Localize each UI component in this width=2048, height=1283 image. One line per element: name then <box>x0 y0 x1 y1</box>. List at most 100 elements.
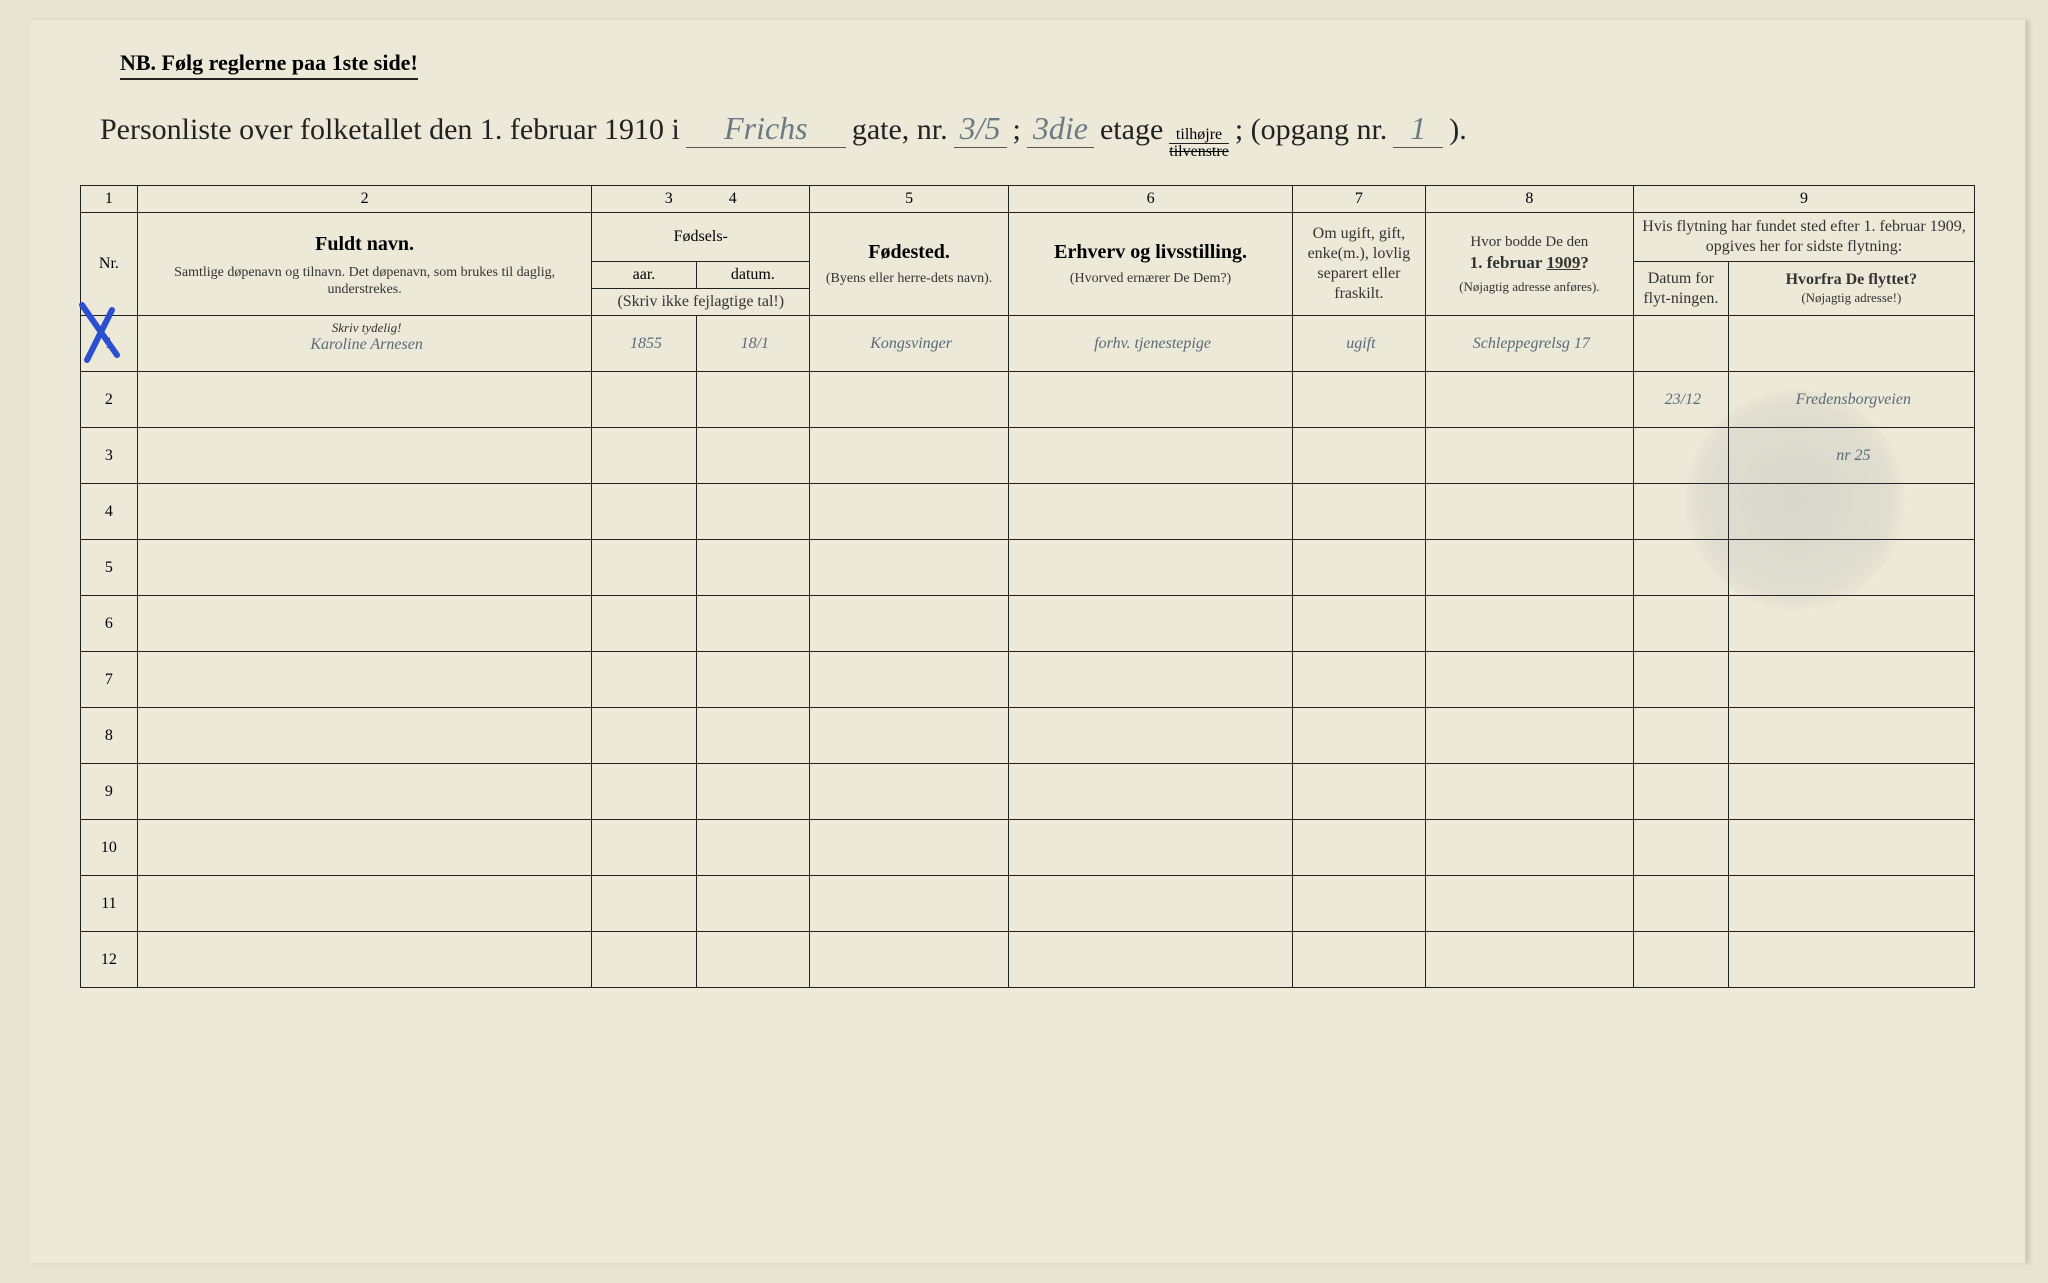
cell-name <box>137 540 592 596</box>
cell-addr1909 <box>1425 820 1633 876</box>
cell-move-from: Fredensborgveien <box>1728 372 1974 428</box>
cell-move-date <box>1634 876 1729 932</box>
side-top: tilhøjre <box>1169 127 1229 144</box>
opgang-nr-hw: 1 <box>1393 110 1443 148</box>
table-row: 6 <box>81 596 1975 652</box>
cell-move-date <box>1634 652 1729 708</box>
cell-name <box>137 484 592 540</box>
cell-marital <box>1293 820 1426 876</box>
header-row-1: Nr. Fuldt navn. Samtlige døpenavn og til… <box>81 213 1975 262</box>
cell-date <box>696 428 810 484</box>
table-row: 10 <box>81 820 1975 876</box>
cell-addr1909 <box>1425 764 1633 820</box>
cell-occupation <box>1009 596 1293 652</box>
cell-birthplace <box>810 708 1009 764</box>
colnum-9: 9 <box>1634 186 1975 213</box>
cell-occupation <box>1009 372 1293 428</box>
cell-marital <box>1293 540 1426 596</box>
cell-occupation: forhv. tjenestepige <box>1009 316 1293 372</box>
floor-hw: 3die <box>1027 110 1094 148</box>
row-number: 2 <box>81 372 138 428</box>
colnum-1: 1 <box>81 186 138 213</box>
hdr-1909: Hvor bodde De den1. februar 1909? (Nøjag… <box>1425 213 1633 316</box>
hdr-name: Fuldt navn. Samtlige døpenavn og tilnavn… <box>137 213 592 316</box>
cell-birthplace <box>810 820 1009 876</box>
cell-birthplace <box>810 596 1009 652</box>
hdr-fodsels: Fødsels- <box>592 213 810 262</box>
cell-move-from: nr 25 <box>1728 428 1974 484</box>
cell-addr1909: Schleppegrelsg 17 <box>1425 316 1633 372</box>
table-row: 5 <box>81 540 1975 596</box>
cell-date <box>696 820 810 876</box>
row-number: 5 <box>81 540 138 596</box>
cell-occupation <box>1009 764 1293 820</box>
cell-name <box>137 372 592 428</box>
cell-addr1909 <box>1425 596 1633 652</box>
side-fraction: tilhøjre tilvenstre <box>1169 127 1229 160</box>
table-row: 11 <box>81 876 1975 932</box>
cell-year <box>592 764 696 820</box>
census-table: 1 2 3 4 5 6 7 8 9 Nr. Fuldt navn. Samtli… <box>80 185 1975 988</box>
cell-year <box>592 876 696 932</box>
cell-move-from <box>1728 484 1974 540</box>
cell-birthplace: Kongsvinger <box>810 316 1009 372</box>
nb-instruction: NB. Følg reglerne paa 1ste side! <box>120 50 418 80</box>
census-form-page: NB. Følg reglerne paa 1ste side! Personl… <box>30 20 2028 1263</box>
row-number: 9 <box>81 764 138 820</box>
hdr-marital: Om ugift, gift, enke(m.), lovlig separer… <box>1293 213 1426 316</box>
cell-move-from <box>1728 652 1974 708</box>
cell-date <box>696 540 810 596</box>
cell-occupation <box>1009 484 1293 540</box>
cell-move-date <box>1634 932 1729 988</box>
cell-name <box>137 932 592 988</box>
cell-birthplace <box>810 764 1009 820</box>
cell-move-date <box>1634 484 1729 540</box>
cell-birthplace <box>810 372 1009 428</box>
hdr-aar: aar. <box>592 262 696 289</box>
cell-name <box>137 708 592 764</box>
cell-move-from <box>1728 540 1974 596</box>
cell-move-from <box>1728 876 1974 932</box>
cell-move-from <box>1728 708 1974 764</box>
cell-addr1909 <box>1425 708 1633 764</box>
cell-marital <box>1293 428 1426 484</box>
row-number: 1 <box>81 316 138 372</box>
cell-name <box>137 820 592 876</box>
hdr-datum: datum. <box>696 262 810 289</box>
row-number: 7 <box>81 652 138 708</box>
cell-marital <box>1293 484 1426 540</box>
table-row: 9 <box>81 764 1975 820</box>
cell-marital <box>1293 932 1426 988</box>
colnum-2: 2 <box>137 186 592 213</box>
cell-marital <box>1293 764 1426 820</box>
table-row: 4 <box>81 484 1975 540</box>
hdr-move-top: Hvis flytning har fundet sted efter 1. f… <box>1634 213 1975 262</box>
row-number: 4 <box>81 484 138 540</box>
cell-year <box>592 708 696 764</box>
cell-move-date <box>1634 708 1729 764</box>
table-row: 12 <box>81 932 1975 988</box>
cell-year <box>592 596 696 652</box>
row-number: 10 <box>81 820 138 876</box>
cell-birthplace <box>810 428 1009 484</box>
cell-birthplace <box>810 484 1009 540</box>
cell-move-from <box>1728 596 1974 652</box>
cell-move-from <box>1728 820 1974 876</box>
cell-birthplace <box>810 932 1009 988</box>
cell-move-from <box>1728 932 1974 988</box>
cell-addr1909 <box>1425 484 1633 540</box>
colnum-6: 6 <box>1009 186 1293 213</box>
cell-marital <box>1293 876 1426 932</box>
table-row: 8 <box>81 708 1975 764</box>
cell-move-date <box>1634 764 1729 820</box>
cell-date <box>696 372 810 428</box>
cell-date <box>696 596 810 652</box>
cell-date <box>696 764 810 820</box>
cell-birthplace <box>810 652 1009 708</box>
label-etage: etage <box>1100 113 1163 147</box>
label-opgang: ; (opgang nr. <box>1235 113 1387 147</box>
cell-year <box>592 428 696 484</box>
form-title-line: Personliste over folketallet den 1. febr… <box>100 110 1975 160</box>
cell-move-date: 23/12 <box>1634 372 1729 428</box>
hdr-fodested: Fødested. (Byens eller herre-dets navn). <box>810 213 1009 316</box>
